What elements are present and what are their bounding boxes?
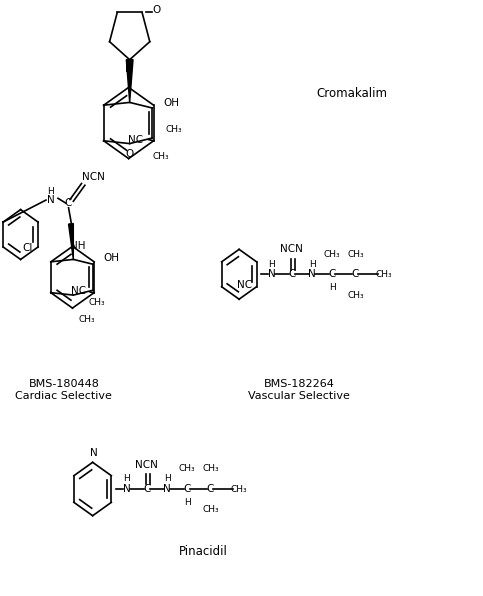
- Text: N: N: [125, 64, 133, 74]
- Text: H: H: [123, 474, 130, 483]
- Text: N: N: [308, 269, 316, 280]
- Text: C: C: [328, 269, 336, 280]
- Text: CH₃: CH₃: [376, 270, 393, 279]
- Text: NC: NC: [128, 135, 143, 145]
- Text: CH₃: CH₃: [179, 464, 196, 473]
- Text: H: H: [184, 498, 191, 507]
- Polygon shape: [69, 224, 73, 259]
- Text: CH₃: CH₃: [79, 315, 96, 324]
- Text: NCN: NCN: [135, 460, 158, 470]
- Text: CH₃: CH₃: [324, 250, 341, 259]
- Text: CH₃: CH₃: [166, 125, 182, 134]
- Text: N: N: [123, 484, 130, 494]
- Text: C: C: [184, 484, 191, 494]
- Text: C: C: [351, 269, 358, 280]
- Text: NCN: NCN: [82, 172, 105, 182]
- Text: N: N: [268, 269, 276, 280]
- Text: H: H: [329, 283, 336, 292]
- Text: BMS-180448
Cardiac Selective: BMS-180448 Cardiac Selective: [15, 379, 112, 401]
- Text: NCN: NCN: [281, 244, 303, 254]
- Text: CH₃: CH₃: [347, 290, 364, 300]
- Text: CH₃: CH₃: [231, 485, 247, 493]
- Text: CH₃: CH₃: [153, 153, 169, 162]
- Text: N: N: [163, 484, 171, 494]
- Text: Pinacidil: Pinacidil: [179, 545, 227, 558]
- Text: OH: OH: [103, 253, 119, 263]
- Text: O: O: [152, 5, 161, 15]
- Text: NH: NH: [71, 241, 86, 252]
- Text: N: N: [47, 195, 55, 205]
- Text: OH: OH: [163, 98, 180, 108]
- Text: H: H: [47, 187, 54, 195]
- Text: C: C: [65, 198, 72, 208]
- Text: N: N: [90, 448, 98, 458]
- Text: C: C: [206, 484, 213, 494]
- Text: CH₃: CH₃: [347, 250, 364, 259]
- Text: NC: NC: [237, 280, 252, 290]
- Text: C: C: [288, 269, 296, 280]
- Text: Cl: Cl: [22, 243, 33, 253]
- Text: H: H: [164, 474, 170, 483]
- Text: O: O: [126, 149, 134, 159]
- Text: CH₃: CH₃: [88, 297, 105, 306]
- Text: CH₃: CH₃: [202, 464, 219, 473]
- Text: NC: NC: [71, 286, 86, 296]
- Polygon shape: [127, 60, 133, 103]
- Text: H: H: [309, 260, 315, 269]
- Text: BMS-182264
Vascular Selective: BMS-182264 Vascular Selective: [248, 379, 350, 401]
- Text: C: C: [143, 484, 151, 494]
- Text: CH₃: CH₃: [202, 505, 219, 514]
- Text: H: H: [269, 260, 275, 269]
- Text: Cromakalim: Cromakalim: [316, 87, 387, 100]
